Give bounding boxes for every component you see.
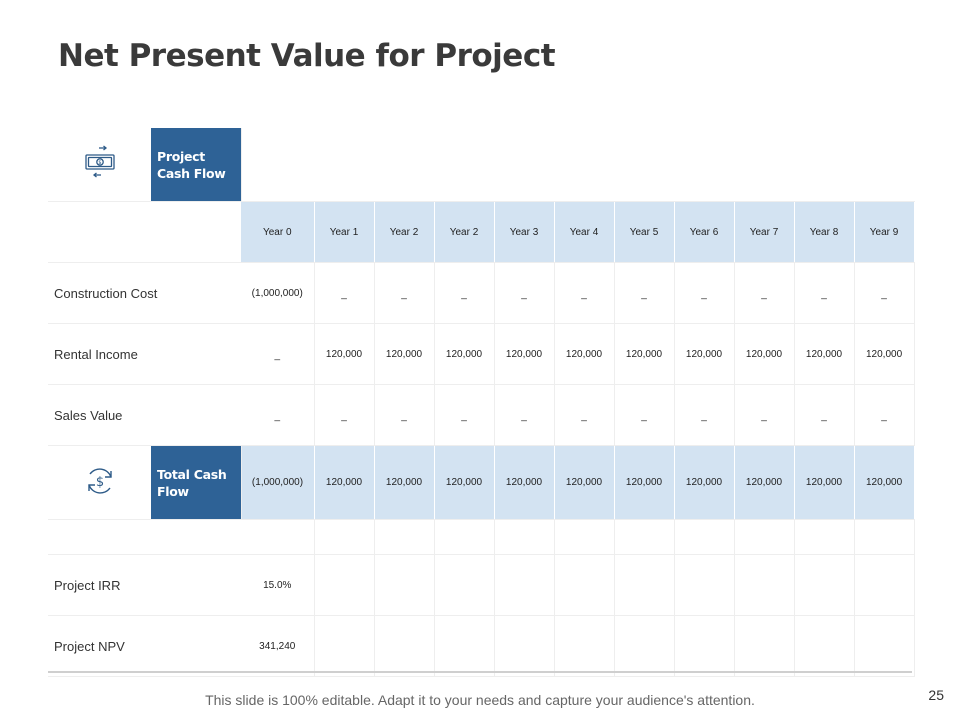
cell: _ [734, 385, 795, 447]
cell: 120,000 [314, 323, 375, 385]
dollar-cycle-icon: $ [80, 461, 120, 501]
cell: 120,000 [554, 323, 615, 385]
cell: 120,000 [734, 445, 795, 520]
cell: 120,000 [434, 445, 495, 520]
irr-value: 15.0% [241, 554, 315, 616]
year-header: Year 6 [674, 201, 735, 263]
npv-table: $ Project Cash Flow Year 0 Year 1 Year 2… [48, 128, 915, 677]
cell: _ [434, 263, 495, 325]
cell: 120,000 [614, 323, 675, 385]
npv-value: 341,240 [241, 615, 315, 677]
svg-text:$: $ [95, 475, 103, 490]
cell: _ [494, 385, 555, 447]
cell: (1,000,000) [241, 262, 315, 324]
page-number: 25 [928, 687, 944, 703]
npv-row: Project NPV 341,240 [48, 615, 915, 677]
cell: _ [494, 263, 555, 325]
year-header: Year 2 [374, 201, 435, 263]
cell: _ [314, 263, 375, 325]
svg-text:$: $ [98, 160, 101, 166]
table-row: Rental Income _ 120,000 120,000 120,000 … [48, 323, 915, 386]
cell: _ [241, 324, 315, 386]
cell: 120,000 [554, 445, 615, 520]
cell: (1,000,000) [241, 445, 315, 520]
row-label: Project IRR [48, 554, 241, 616]
cell: _ [734, 263, 795, 325]
year-header: Year 5 [614, 201, 675, 263]
header-icon-cell: $ [48, 128, 151, 202]
cell: _ [241, 385, 315, 447]
footer-note: This slide is 100% editable. Adapt it to… [205, 692, 755, 708]
year-header: Year 7 [734, 201, 795, 263]
cell: _ [614, 385, 675, 447]
cell: 120,000 [374, 323, 435, 385]
cell: 120,000 [854, 445, 915, 520]
total-row: $ Total Cash Flow (1,000,000) 120,000 12… [48, 445, 915, 520]
cell: 120,000 [794, 323, 855, 385]
table-row: Construction Cost (1,000,000) _ _ _ _ _ … [48, 262, 915, 325]
cell: 120,000 [614, 445, 675, 520]
cell: 120,000 [494, 445, 555, 520]
bottom-divider [48, 671, 912, 673]
cell: _ [314, 385, 375, 447]
cell: _ [854, 263, 915, 325]
project-cash-flow-label: Project Cash Flow [151, 128, 242, 202]
total-icon-cell: $ [48, 445, 151, 520]
year-header: Year 2 [434, 201, 495, 263]
row-label: Sales Value [48, 384, 241, 446]
year-header: Year 4 [554, 201, 615, 263]
year-header: Year 1 [314, 201, 375, 263]
total-cash-flow-label: Total Cash Flow [151, 445, 242, 520]
cell: _ [674, 385, 735, 447]
page-title: Net Present Value for Project [58, 38, 556, 74]
cell: 120,000 [494, 323, 555, 385]
cell: _ [554, 385, 615, 447]
cell: _ [434, 385, 495, 447]
year-header: Year 0 [241, 201, 315, 263]
year-header: Year 9 [854, 201, 915, 263]
row-label: Rental Income [48, 323, 241, 385]
table-row: Sales Value _ _ _ _ _ _ _ _ _ _ _ [48, 384, 915, 447]
row-label: Construction Cost [48, 262, 241, 324]
cell: 120,000 [734, 323, 795, 385]
cell: 120,000 [374, 445, 435, 520]
cell: _ [374, 263, 435, 325]
cell: _ [854, 385, 915, 447]
cell: 120,000 [314, 445, 375, 520]
cell: _ [554, 263, 615, 325]
irr-row: Project IRR 15.0% [48, 554, 915, 616]
money-exchange-icon: $ [80, 143, 120, 183]
cell: 120,000 [674, 323, 735, 385]
cell: _ [794, 263, 855, 325]
year-header: Year 8 [794, 201, 855, 263]
table-header-band: $ Project Cash Flow [48, 128, 915, 202]
cell: 120,000 [434, 323, 495, 385]
row-label: Project NPV [48, 615, 241, 677]
cell: _ [794, 385, 855, 447]
year-header-row: Year 0 Year 1 Year 2 Year 2 Year 3 Year … [48, 201, 915, 263]
year-header: Year 3 [494, 201, 555, 263]
cell: _ [614, 263, 675, 325]
cell: 120,000 [794, 445, 855, 520]
cell: 120,000 [854, 323, 915, 385]
cell: 120,000 [674, 445, 735, 520]
cell: _ [374, 385, 435, 447]
cell: _ [674, 263, 735, 325]
